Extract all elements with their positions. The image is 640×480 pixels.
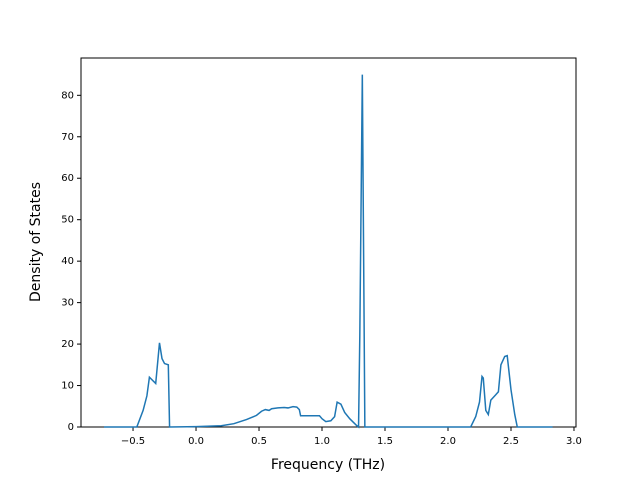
x-tick-label: 1.0: [314, 436, 330, 447]
y-tick-label: 80: [61, 90, 74, 101]
y-tick-label: 70: [61, 132, 74, 143]
x-tick-label: 0.0: [188, 436, 204, 447]
y-tick-label: 30: [61, 298, 74, 309]
x-tick-label: 0.5: [251, 436, 267, 447]
x-tick-label: 3.0: [566, 436, 582, 447]
y-axis-label: Density of States: [28, 182, 44, 302]
x-axis-label: Frequency (THz): [271, 457, 385, 473]
y-tick-label: 40: [61, 256, 74, 267]
data-line: [104, 74, 553, 429]
y-tick-label: 60: [61, 173, 74, 184]
y-tick-label: 0: [68, 422, 74, 433]
x-tick-label: −0.5: [121, 436, 145, 447]
y-tick-label: 10: [61, 381, 74, 392]
x-tick-label: 1.5: [377, 436, 393, 447]
x-tick-label: 2.0: [440, 436, 456, 447]
plot-frame: [80, 57, 577, 428]
x-tick-label: 2.5: [503, 436, 519, 447]
y-tick-label: 50: [61, 215, 74, 226]
y-tick-label: 20: [61, 339, 74, 350]
